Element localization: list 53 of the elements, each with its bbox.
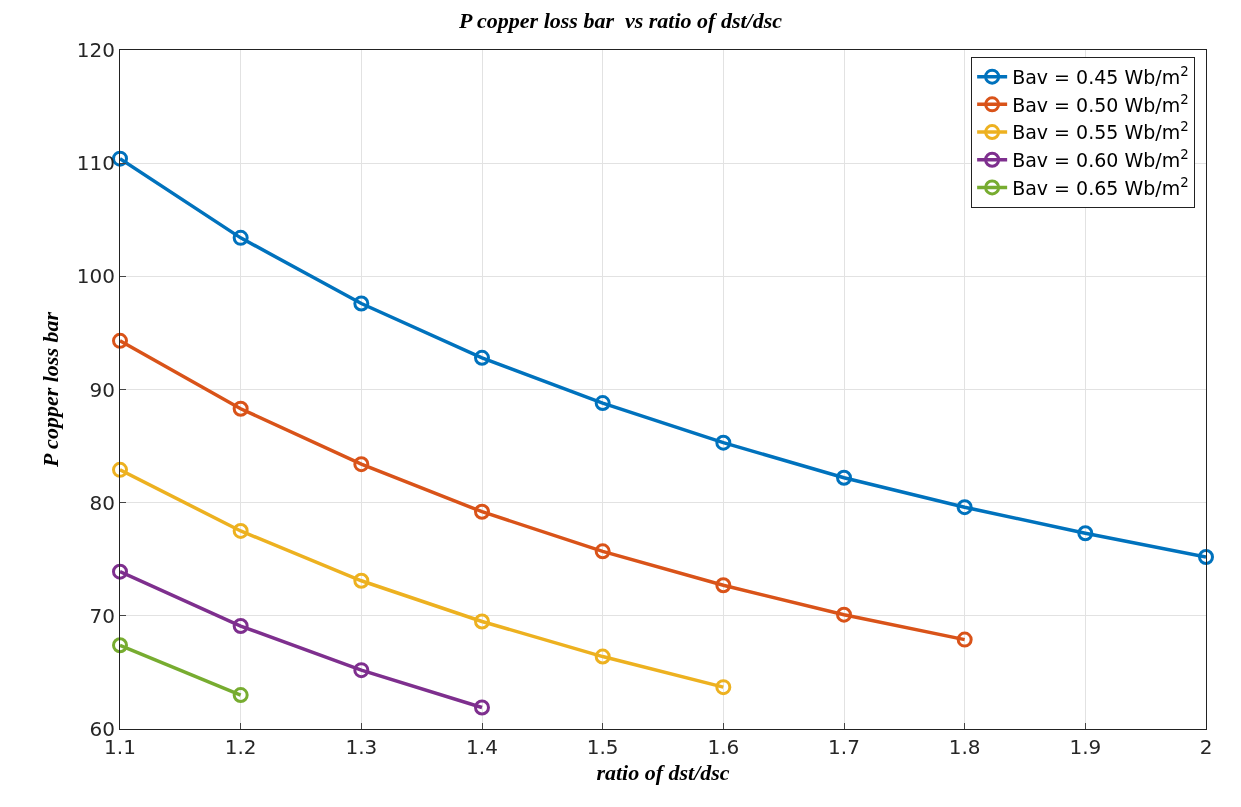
x-tick-label: 2 (1199, 735, 1213, 759)
point (112, 563, 128, 580)
point (353, 456, 370, 473)
point (474, 613, 490, 630)
point (112, 461, 128, 478)
legend-label: Bav = 0.55 Wb/m$^{2}$ (1012, 119, 1189, 144)
legend-label: Bav = 0.45 Wb/m$^{2}$ (1012, 64, 1189, 89)
point (594, 648, 611, 665)
legend-label: Bav = 0.60 Wb/m$^{2}$ (1012, 147, 1189, 172)
point (715, 577, 732, 594)
point (232, 229, 249, 246)
x-tick-label: 1.6 (707, 735, 740, 759)
x-tick-label: 1.3 (345, 735, 378, 759)
point (232, 687, 249, 704)
point (474, 699, 490, 716)
point (112, 150, 128, 167)
x-tick-label: 1.7 (828, 735, 860, 759)
y-axis-title: P copper loss bar (37, 311, 63, 469)
point (112, 332, 128, 349)
point (474, 349, 490, 366)
point (112, 637, 128, 654)
x-tick-label: 1.8 (948, 735, 981, 759)
y-tick-label: 110 (76, 151, 115, 176)
x-tick-label: 1.2 (224, 735, 257, 759)
point (836, 606, 852, 623)
point (956, 631, 973, 648)
point (836, 469, 852, 486)
y-tick-label: 70 (89, 603, 115, 628)
point (956, 499, 973, 516)
y-tick-label: 90 (89, 377, 115, 402)
y-tick-label: 120 (76, 38, 115, 62)
x-tick-label: 1.4 (466, 735, 498, 759)
point (353, 295, 370, 312)
point (1198, 548, 1214, 565)
x-tick-label: 1.5 (586, 735, 619, 759)
point (474, 503, 490, 520)
legend-label: Bav = 0.65 Wb/m$^{2}$ (1012, 174, 1189, 199)
point (715, 434, 732, 451)
x-tick-label: 1.9 (1069, 735, 1102, 759)
y-tick-label: 100 (76, 264, 115, 289)
chart-title: P copper loss bar vs ratio of dst/dsc (457, 7, 783, 33)
point (1077, 525, 1094, 542)
point (353, 572, 370, 589)
point (232, 400, 249, 417)
point (715, 679, 732, 696)
point (594, 395, 611, 412)
legend-label: Bav = 0.50 Wb/m$^{2}$ (1012, 91, 1189, 116)
point (594, 543, 611, 560)
point (232, 522, 249, 539)
point (353, 662, 370, 679)
x-axis-title: ratio of dst/dsc (596, 759, 730, 785)
y-tick-label: 80 (89, 490, 115, 515)
point (232, 618, 249, 635)
